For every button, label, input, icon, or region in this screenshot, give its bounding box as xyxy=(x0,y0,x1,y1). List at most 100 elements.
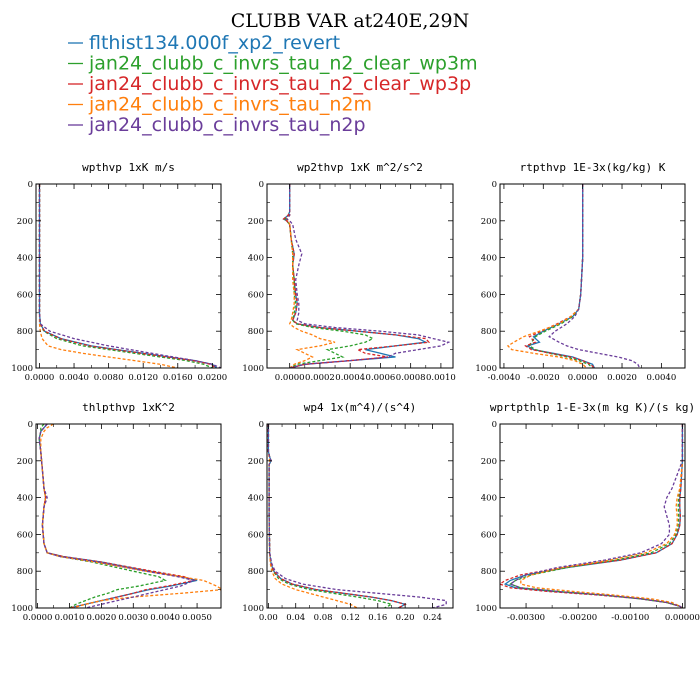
y-tick-label: 600 xyxy=(17,530,33,540)
x-tick-label: -0.0040 xyxy=(488,373,521,383)
y-tick-label: 800 xyxy=(481,567,497,577)
series-line xyxy=(503,424,684,608)
series-line xyxy=(284,184,375,368)
x-tick-label: 0.00 xyxy=(259,613,278,623)
x-tick-label: 0.0030 xyxy=(118,613,148,623)
x-tick-label: 0.0080 xyxy=(94,373,124,383)
panel-3: rtpthvp 1E-3x(kg/kg) K02004006008001000-… xyxy=(475,161,686,383)
y-tick-label: 800 xyxy=(248,567,264,577)
y-tick-label: 400 xyxy=(481,494,497,504)
series-line xyxy=(282,184,431,368)
panel-6: wprtpthlp 1-E-3x(m kg K)/(s kg) 0 200 400 60… xyxy=(475,401,700,623)
y-tick-label: 1000 xyxy=(475,364,497,374)
series-line xyxy=(38,184,178,368)
y-tick-label: 400 xyxy=(248,254,264,264)
x-tick-label: 0.0020 xyxy=(607,373,637,383)
x-tick-label: 0.0000 xyxy=(568,373,598,383)
series-line xyxy=(524,184,595,368)
panel-2: wp2thvp 1xK m^2/s^2 0 200 400 600 800 1000 0.00… xyxy=(242,161,455,383)
y-tick-label: 0 xyxy=(492,420,497,430)
y-tick-label: 800 xyxy=(17,567,33,577)
x-tick-label: 0.0008 xyxy=(396,373,426,383)
x-tick-label: 0.20 xyxy=(396,613,415,623)
x-tick-label: 0.0010 xyxy=(55,613,85,623)
panel-title: wp4 1x(m^4)/(s^4) xyxy=(304,401,417,414)
series-line xyxy=(528,184,593,368)
plot-frame xyxy=(499,423,686,609)
x-tick-label: 0.24 xyxy=(423,613,442,623)
y-tick-label: 200 xyxy=(17,217,33,227)
x-tick-label: -0.00200 xyxy=(559,613,597,623)
x-tick-label: 0.0200 xyxy=(197,373,227,383)
legend-entry: flthist134.000f_xp2_revert xyxy=(68,32,340,54)
panel-title: wprtpthlp 1-E-3x(m kg K)/(s kg) xyxy=(490,401,695,414)
y-tick-label: 200 xyxy=(248,457,264,467)
series-line xyxy=(500,424,684,608)
x-tick-label: -0.0020 xyxy=(527,373,560,383)
y-tick-label: 600 xyxy=(248,530,264,540)
figure-title: CLUBB VAR at240E,29N xyxy=(231,10,470,32)
panel-title: rtpthvp 1E-3x(kg/kg) K xyxy=(520,161,666,174)
x-tick-label: 0.0004 xyxy=(335,373,365,383)
legend-label: jan24_clubb_c_invrs_tau_n2_clear_wp3m xyxy=(88,53,478,75)
y-tick-label: 600 xyxy=(248,290,264,300)
panel-title: wpthvp 1xK m/s xyxy=(82,161,175,174)
legend-entry: jan24_clubb_c_invrs_tau_n2_clear_wp3m xyxy=(68,53,478,75)
plot-frame xyxy=(266,423,454,609)
series-line xyxy=(267,424,447,608)
series-line xyxy=(38,184,217,368)
y-tick-label: 400 xyxy=(248,494,264,504)
series-line xyxy=(506,184,588,368)
series-line xyxy=(38,424,167,608)
x-tick-label: 0.0040 xyxy=(59,373,89,383)
y-tick-label: 200 xyxy=(481,217,497,227)
series-line xyxy=(548,184,641,368)
x-tick-label: 0.0120 xyxy=(128,373,158,383)
y-tick-label: 200 xyxy=(17,457,33,467)
y-tick-label: 600 xyxy=(17,290,33,300)
x-tick-label: 0.00000 xyxy=(665,613,700,623)
series-line xyxy=(285,184,451,368)
panel-title: thlpthvp 1xK^2 xyxy=(82,401,175,414)
y-tick-label: 400 xyxy=(17,254,33,264)
series-line xyxy=(38,424,198,608)
y-tick-label: 1000 xyxy=(242,604,264,614)
legend-label: jan24_clubb_c_invrs_tau_n2m xyxy=(88,94,372,116)
y-tick-label: 200 xyxy=(248,217,264,227)
series-line xyxy=(40,424,221,608)
series-line xyxy=(282,184,429,368)
series-line xyxy=(526,184,596,368)
x-tick-label: 0.0050 xyxy=(182,613,212,623)
series-line xyxy=(509,424,684,608)
series-line xyxy=(267,424,358,608)
series-line xyxy=(267,424,407,608)
plot-frame xyxy=(499,183,686,369)
x-tick-label: 0.16 xyxy=(368,613,387,623)
x-tick-label: 0.0010 xyxy=(426,373,456,383)
series-line xyxy=(267,424,394,608)
legend-label: jan24_clubb_c_invrs_tau_n2p xyxy=(88,114,366,136)
y-tick-label: 0 xyxy=(28,420,33,430)
y-tick-label: 800 xyxy=(17,327,33,337)
x-tick-label: 0.0160 xyxy=(163,373,193,383)
x-tick-label: -0.00100 xyxy=(611,613,649,623)
legend-label: jan24_clubb_c_invrs_tau_n2_clear_wp3p xyxy=(88,73,471,95)
plot-frame xyxy=(266,183,454,369)
y-tick-label: 800 xyxy=(248,327,264,337)
x-tick-label: 0.0000 xyxy=(275,373,305,383)
y-tick-label: 600 xyxy=(481,530,497,540)
legend: flthist134.000f_xp2_revertjan24_clubb_c_… xyxy=(68,32,478,136)
y-tick-label: 0 xyxy=(259,420,264,430)
series-line xyxy=(38,424,197,608)
legend-entry: jan24_clubb_c_invrs_tau_n2_clear_wp3p xyxy=(68,73,471,95)
series-line xyxy=(509,424,684,608)
y-tick-label: 0 xyxy=(492,180,497,190)
y-tick-label: 0 xyxy=(259,180,264,190)
x-tick-label: 0.0020 xyxy=(87,613,117,623)
legend-entry: jan24_clubb_c_invrs_tau_n2m xyxy=(68,94,372,116)
x-tick-label: -0.00300 xyxy=(507,613,545,623)
